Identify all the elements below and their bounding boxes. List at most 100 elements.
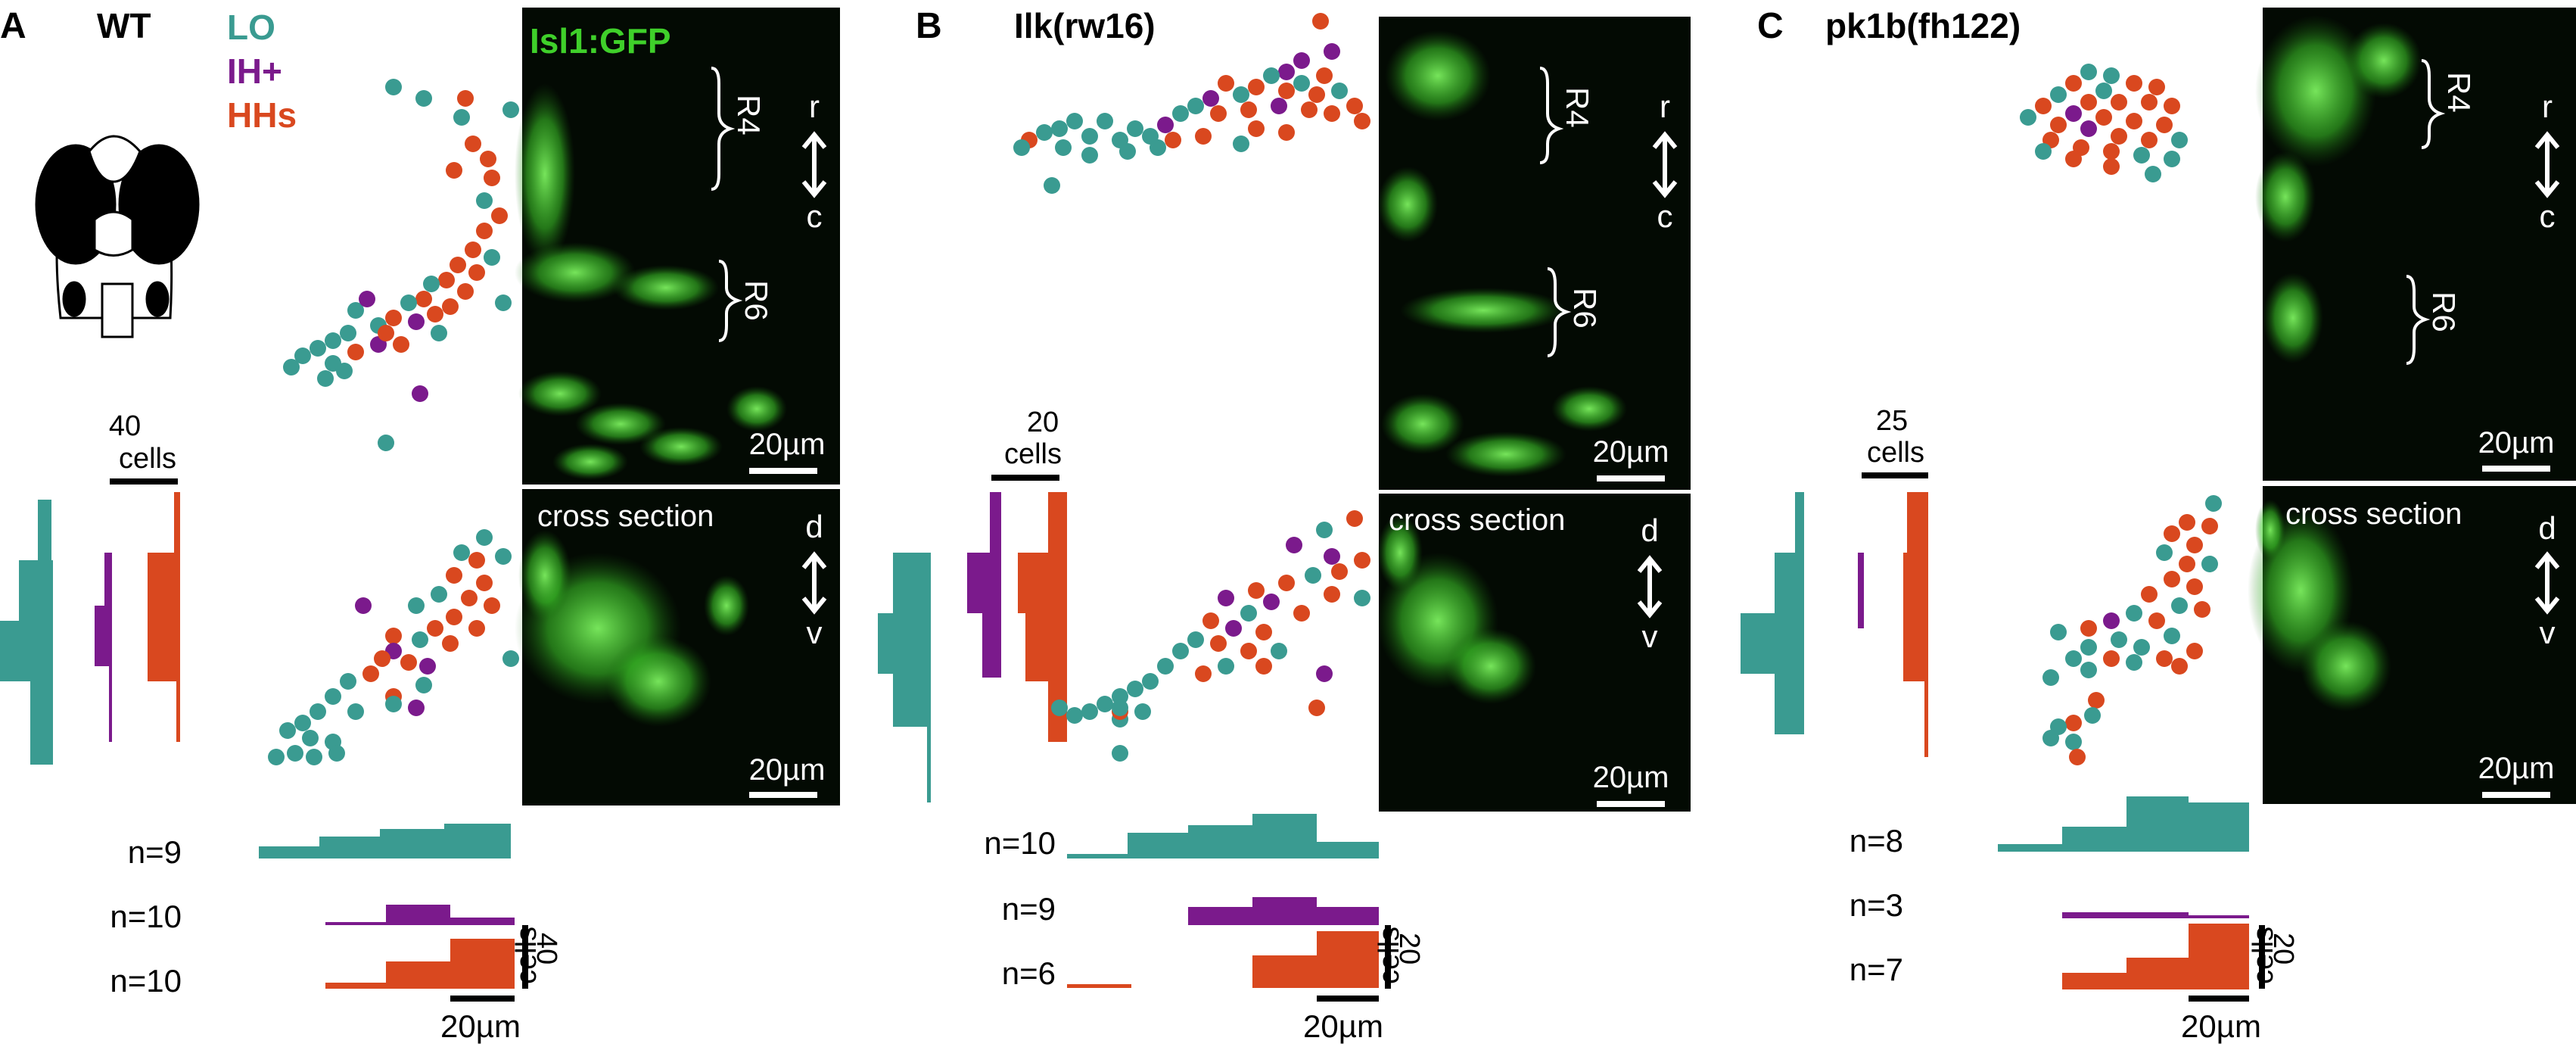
n-label-ih: n=9	[1002, 891, 1056, 927]
orientation-dorsal: d	[805, 509, 823, 544]
double-arrow-icon	[801, 131, 827, 198]
double-arrow-icon	[801, 551, 827, 615]
brace-icon	[1547, 267, 1572, 357]
scale-label-bottom: 20µm	[2478, 752, 2555, 785]
vertical-histogram-hh	[148, 492, 180, 742]
side-scale-bar	[522, 925, 528, 989]
legend-gfp: Isl1:GFP	[530, 21, 671, 61]
panel-b: B Ilk(rw16) 20 cells R4	[878, 6, 1691, 1044]
vertical-histogram-ih	[967, 492, 1001, 678]
scatter-dorsal-view	[2020, 64, 2188, 182]
vertical-histogram-lo	[878, 553, 931, 802]
rhombomere-r4: R4	[1560, 87, 1595, 128]
hist-scale-unit: cells	[1867, 437, 1924, 469]
x-scale-bar	[2189, 996, 2249, 1002]
panel-letter: B	[916, 6, 942, 46]
side-scale-bar	[2259, 925, 2265, 989]
double-arrow-icon	[1652, 131, 1678, 198]
orientation-ventral: v	[1642, 619, 1658, 654]
hist-scale-value: 40	[109, 410, 141, 442]
n-label-hh: n=6	[1002, 955, 1056, 991]
orientation-caudal: c	[807, 198, 823, 234]
n-label-lo: n=8	[1850, 823, 1903, 858]
vertical-histogram-hh	[1903, 492, 1928, 757]
horizontal-histogram-lo	[259, 824, 511, 858]
horizontal-histogram-lo	[1998, 796, 2249, 852]
brace-icon	[2421, 59, 2446, 149]
gfp-image-top: R4 R6 r c 20µm	[1377, 17, 1691, 490]
double-arrow-icon	[2534, 131, 2560, 198]
orientation-rostral: r	[1660, 89, 1670, 124]
orientation-rostral: r	[809, 89, 820, 124]
scatter-cross-section	[268, 529, 519, 765]
scale-label-top: 20µm	[1593, 435, 1669, 469]
panel-title: pk1b(fh122)	[1825, 6, 2021, 45]
n-label-hh: n=7	[1850, 952, 1903, 987]
panel-letter: A	[0, 6, 26, 46]
side-scale-unit: cells	[2248, 927, 2279, 984]
orientation-dorsal: d	[2538, 510, 2556, 546]
hist-scale-bar	[991, 475, 1059, 481]
panel-a: A WT LO IH+ HHs 40 cells	[0, 6, 840, 1044]
double-arrow-icon	[1637, 555, 1663, 619]
n-label-ih: n=10	[110, 899, 182, 934]
hist-scale-bar	[110, 478, 178, 485]
gfp-image-bottom: cross section d v 20µm	[515, 489, 840, 806]
scatter-dorsal-view	[1013, 13, 1370, 194]
cross-section-label: cross section	[1389, 503, 1565, 537]
scale-bar-bottom	[1597, 801, 1665, 807]
scale-bar-bottom	[749, 792, 817, 798]
x-scale-bar	[450, 996, 515, 1002]
vertical-histogram-hh	[1018, 492, 1067, 742]
legend-hh: HHs	[227, 95, 297, 135]
horizontal-histogram-hh	[1067, 931, 1379, 988]
gfp-image-top: Isl1:GFP R4 R6 r c 20µm	[515, 8, 840, 485]
side-scale-bar	[1385, 925, 1391, 989]
x-scale-label: 20µm	[1303, 1008, 1383, 1044]
x-scale-bar	[1317, 996, 1379, 1002]
vertical-histogram-ih	[1858, 553, 1864, 628]
legend-ih: IH+	[227, 51, 282, 91]
scale-bar-top	[749, 468, 817, 474]
brace-icon	[718, 260, 743, 342]
larva-schematic-icon	[35, 135, 200, 338]
gfp-image-bottom: cross section d v 20µm	[2248, 486, 2576, 804]
side-scale-value: 20	[2267, 933, 2299, 964]
panel-c: C pk1b(fh122) 25 cells R4 R6 r	[1741, 6, 2576, 1044]
scale-label-top: 20µm	[2478, 426, 2555, 460]
side-scale-value: 40	[530, 933, 562, 964]
cross-section-label: cross section	[2285, 497, 2462, 531]
side-scale-unit: cells	[1374, 927, 1405, 984]
hist-scale-unit: cells	[1004, 438, 1062, 470]
vertical-histogram-lo	[0, 500, 53, 765]
horizontal-histogram-lo	[1067, 814, 1379, 858]
orientation-rostral: r	[2542, 89, 2553, 124]
scatter-cross-section	[1051, 510, 1370, 762]
x-scale-label: 20µm	[2181, 1008, 2261, 1044]
n-label-hh: n=10	[110, 963, 182, 999]
horizontal-histogram-ih	[325, 905, 515, 925]
gfp-image-bottom: cross section d v 20µm	[1377, 494, 1691, 812]
scale-bar-top	[2482, 466, 2550, 472]
rhombomere-r6: R6	[1567, 288, 1603, 329]
scale-bar-bottom	[2482, 792, 2550, 798]
side-scale-value: 20	[1393, 933, 1425, 964]
rhombomere-r4: R4	[2441, 72, 2477, 113]
scale-label-bottom: 20µm	[749, 753, 826, 787]
horizontal-histogram-ih	[1188, 897, 1379, 925]
horizontal-histogram-hh	[325, 939, 515, 989]
cross-section-label: cross section	[537, 500, 714, 533]
n-label-lo: n=10	[984, 825, 1056, 861]
horizontal-histogram-hh	[2062, 924, 2249, 989]
n-label-ih: n=3	[1850, 887, 1903, 923]
side-scale-unit: cells	[511, 927, 543, 984]
hist-scale-value: 20	[1027, 407, 1059, 438]
panel-title: Ilk(rw16)	[1014, 6, 1156, 45]
orientation-caudal: c	[2540, 198, 2556, 234]
gfp-image-top: R4 R6 r c 20µm	[2255, 8, 2576, 481]
brace-icon	[1539, 67, 1564, 164]
x-scale-label: 20µm	[440, 1008, 521, 1044]
rhombomere-r6: R6	[2426, 291, 2462, 332]
scale-label-bottom: 20µm	[1593, 761, 1669, 794]
